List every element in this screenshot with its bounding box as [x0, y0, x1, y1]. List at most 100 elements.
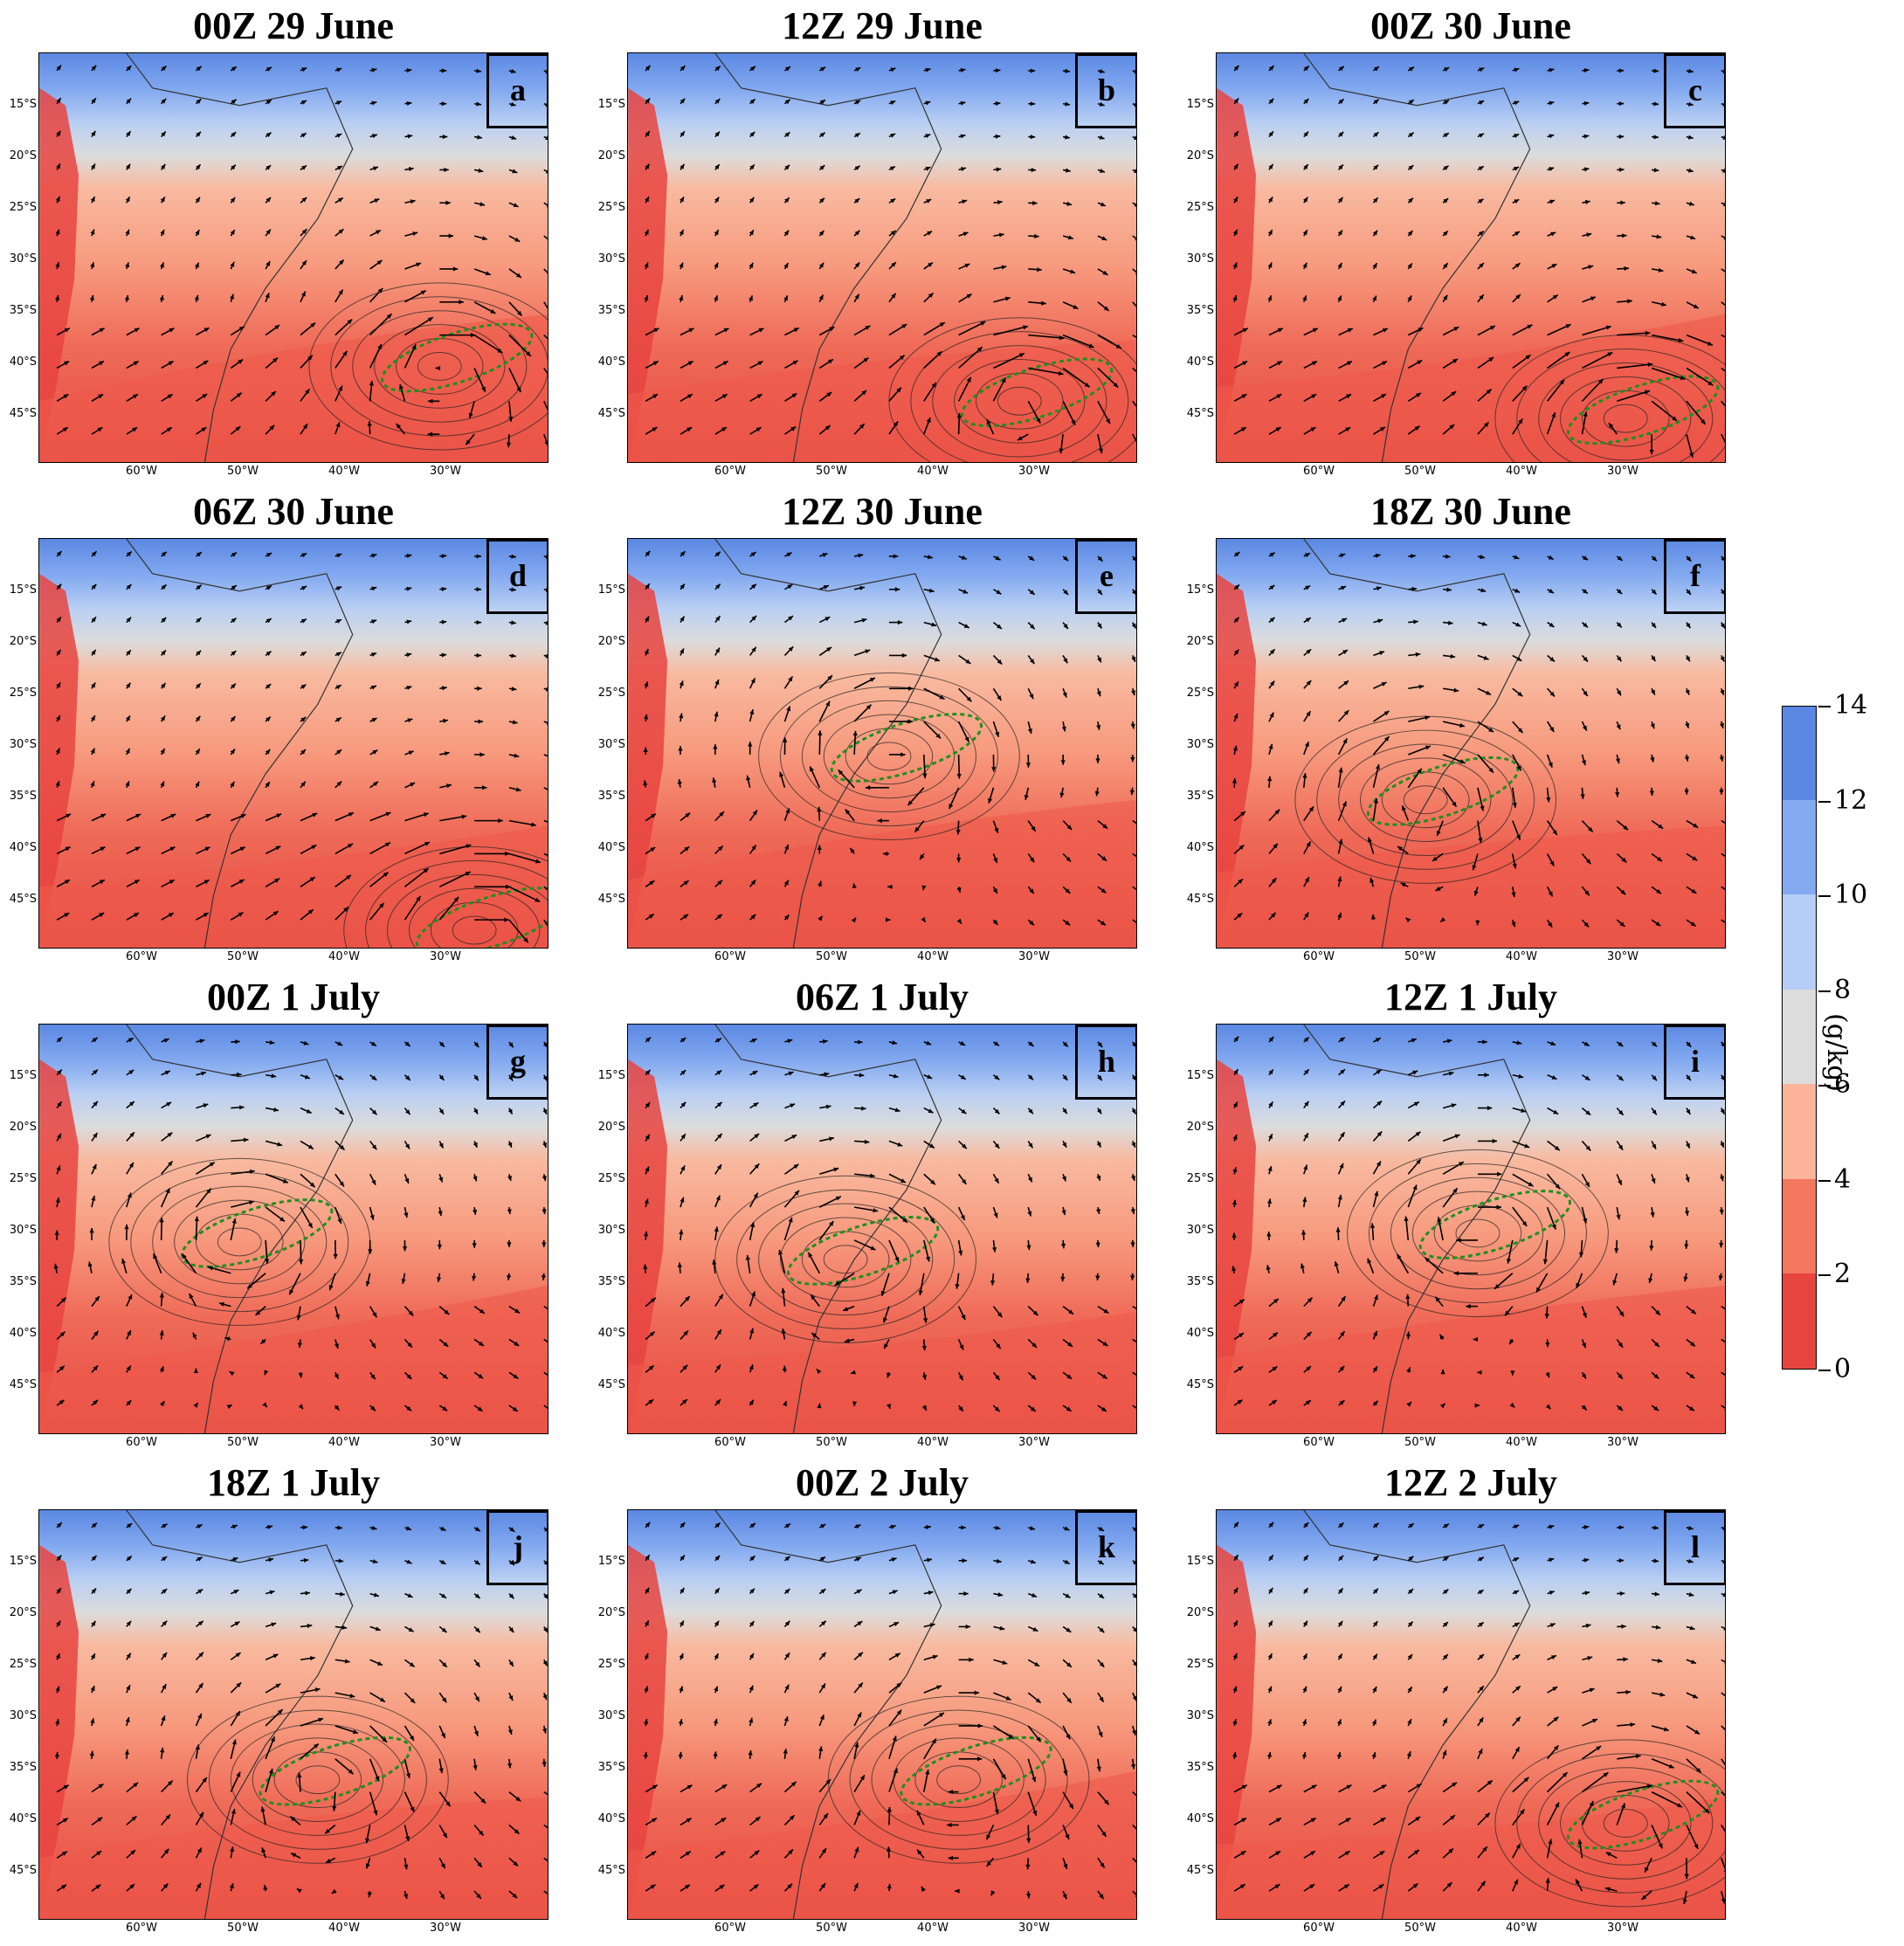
lon-label: 60°W: [115, 1922, 168, 1935]
panel-title: 06Z 1 July: [627, 975, 1137, 1020]
lon-label: 60°W: [115, 1436, 168, 1449]
lat-label: 35°S: [590, 304, 625, 317]
lon-label: 30°W: [1008, 950, 1060, 963]
panel-title: 18Z 1 July: [38, 1460, 548, 1506]
colorbar-tick-label: 0: [1834, 1356, 1851, 1383]
map-overlay: [1217, 539, 1725, 948]
lon-label: 50°W: [805, 1922, 858, 1935]
panel-title: 00Z 30 June: [1216, 3, 1726, 49]
moisture-map: k: [627, 1509, 1137, 1920]
lat-label: 35°S: [2, 790, 37, 803]
panel-letter: f: [1664, 539, 1726, 614]
lat-label: 45°S: [590, 1864, 625, 1877]
lat-label: 25°S: [1179, 1658, 1214, 1671]
lat-label: 40°S: [590, 355, 625, 369]
lat-label: 15°S: [590, 583, 625, 597]
lat-label: 45°S: [590, 407, 625, 420]
lon-label: 60°W: [1293, 1436, 1345, 1449]
lon-label: 30°W: [1597, 1922, 1649, 1935]
lon-label: 30°W: [1008, 1436, 1060, 1449]
map-overlay: [1217, 1510, 1725, 1919]
lat-label: 40°S: [2, 355, 37, 369]
colorbar-tick-label: 2: [1834, 1261, 1851, 1287]
colorbar-tick: [1818, 801, 1831, 803]
colorbar-tick: [1818, 895, 1831, 897]
map-overlay: [1217, 53, 1725, 462]
lat-label: 30°S: [1179, 1224, 1214, 1237]
map-overlay: [39, 539, 548, 948]
lat-label: 45°S: [2, 893, 37, 906]
lat-label: 15°S: [2, 583, 37, 597]
lon-label: 40°W: [1495, 1436, 1548, 1449]
lat-label: 15°S: [1179, 98, 1214, 111]
lat-label: 15°S: [590, 98, 625, 111]
colorbar-segment: [1783, 1178, 1816, 1274]
lon-label: 60°W: [704, 950, 756, 963]
lat-label: 30°S: [590, 252, 625, 266]
panel-letter: j: [486, 1510, 548, 1585]
lon-label: 50°W: [217, 950, 269, 963]
colorbar-segment: [1783, 894, 1816, 990]
moisture-map: d: [38, 538, 548, 949]
lat-label: 20°S: [2, 635, 37, 648]
lat-label: 35°S: [2, 1275, 37, 1288]
panel-title: 06Z 30 June: [38, 489, 548, 535]
lat-label: 30°S: [2, 252, 37, 266]
lon-label: 40°W: [318, 950, 370, 963]
lat-label: 45°S: [2, 407, 37, 420]
map-overlay: [628, 1025, 1136, 1433]
moisture-map: c: [1216, 52, 1726, 463]
moisture-map: g: [38, 1024, 548, 1434]
panel-title: 12Z 29 June: [627, 3, 1137, 49]
lat-label: 45°S: [2, 1378, 37, 1391]
colorbar-tick-label: 12: [1834, 788, 1867, 814]
moisture-map: a: [38, 52, 548, 463]
panel-letter: h: [1075, 1025, 1137, 1100]
colorbar-segment: [1783, 989, 1816, 1085]
lat-label: 20°S: [2, 149, 37, 162]
colorbar-tick: [1818, 706, 1831, 707]
moisture-map: j: [38, 1509, 548, 1920]
panel-letter: d: [486, 539, 548, 614]
lat-label: 40°S: [1179, 841, 1214, 854]
lat-label: 40°S: [1179, 355, 1214, 369]
lat-label: 20°S: [1179, 149, 1214, 162]
moisture-map: e: [627, 538, 1137, 949]
lat-label: 40°S: [2, 1812, 37, 1825]
lat-label: 35°S: [590, 1275, 625, 1288]
lon-label: 50°W: [1394, 950, 1446, 963]
lat-label: 40°S: [590, 1812, 625, 1825]
lon-label: 50°W: [805, 465, 858, 478]
lat-label: 45°S: [590, 893, 625, 906]
lat-label: 20°S: [1179, 1606, 1214, 1619]
colorbar-tick: [1818, 1274, 1831, 1276]
lat-label: 45°S: [1179, 893, 1214, 906]
lon-label: 30°W: [1597, 465, 1649, 478]
lon-label: 40°W: [318, 465, 370, 478]
map-overlay: [628, 539, 1136, 948]
lat-label: 25°S: [2, 201, 37, 214]
lat-label: 40°S: [2, 841, 37, 854]
panel-title: 00Z 29 June: [38, 3, 548, 49]
lat-label: 15°S: [590, 1555, 625, 1568]
lat-label: 30°S: [1179, 1709, 1214, 1722]
lat-label: 35°S: [2, 1761, 37, 1774]
lat-label: 30°S: [590, 1224, 625, 1237]
lat-label: 35°S: [590, 790, 625, 803]
panel-letter: k: [1075, 1510, 1137, 1585]
colorbar-tick-label: 8: [1834, 977, 1851, 1004]
map-overlay: [628, 1510, 1136, 1919]
lat-label: 35°S: [590, 1761, 625, 1774]
lat-label: 35°S: [2, 304, 37, 317]
moisture-map: h: [627, 1024, 1137, 1434]
lon-label: 40°W: [1495, 465, 1548, 478]
panel-letter: c: [1664, 53, 1726, 128]
lat-label: 45°S: [1179, 1378, 1214, 1391]
lat-label: 15°S: [1179, 1069, 1214, 1082]
